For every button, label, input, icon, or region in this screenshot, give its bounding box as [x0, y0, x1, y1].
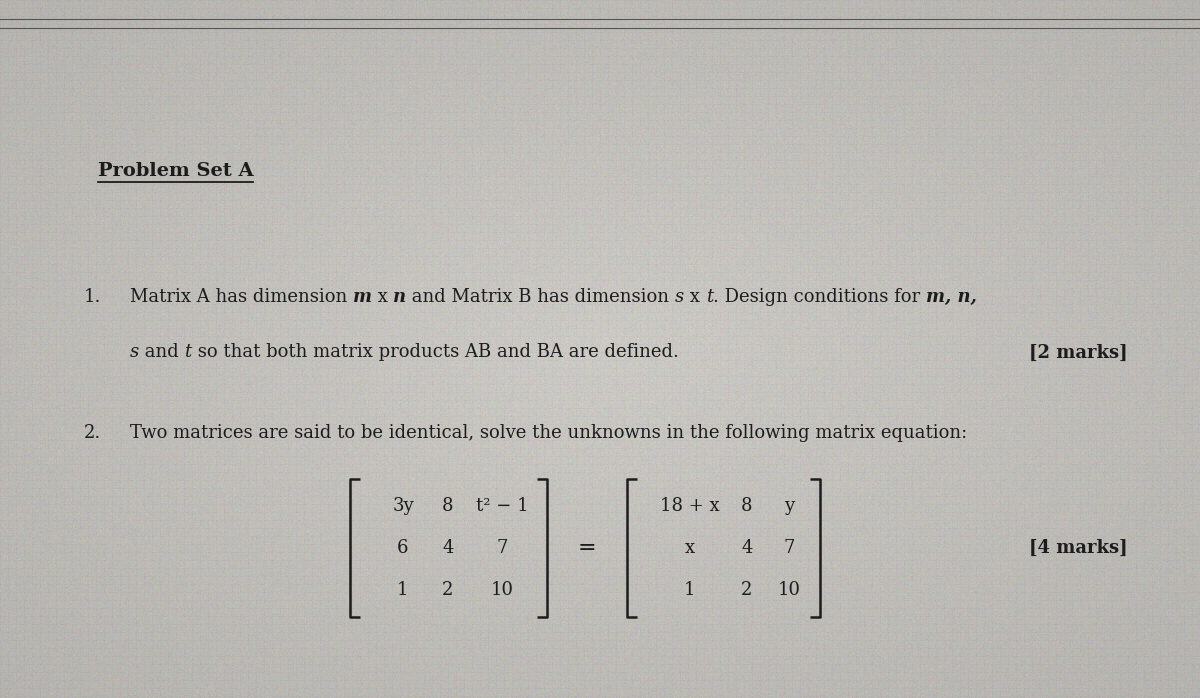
- Text: and Matrix B has dimension: and Matrix B has dimension: [407, 288, 676, 306]
- Text: x: x: [684, 288, 706, 306]
- Text: 1: 1: [684, 581, 696, 599]
- Text: Matrix A has dimension: Matrix A has dimension: [130, 288, 353, 306]
- Text: m, n,: m, n,: [926, 288, 977, 306]
- Text: t: t: [185, 343, 192, 362]
- Text: and: and: [139, 343, 185, 362]
- Text: s: s: [130, 343, 139, 362]
- Text: 2.: 2.: [84, 424, 101, 442]
- Text: 4: 4: [742, 539, 752, 557]
- Text: n: n: [394, 288, 407, 306]
- Text: x: x: [372, 288, 394, 306]
- Text: t: t: [706, 288, 713, 306]
- Text: 3y: 3y: [392, 497, 414, 515]
- Text: [2 marks]: [2 marks]: [1030, 343, 1128, 362]
- Text: [4 marks]: [4 marks]: [1030, 539, 1128, 557]
- Text: 10: 10: [778, 581, 800, 599]
- Text: 2: 2: [742, 581, 752, 599]
- Text: so that both matrix products AB and BA are defined.: so that both matrix products AB and BA a…: [192, 343, 678, 362]
- Text: x: x: [685, 539, 695, 557]
- Text: 7: 7: [784, 539, 794, 557]
- Text: m: m: [353, 288, 372, 306]
- Text: s: s: [676, 288, 684, 306]
- Text: 10: 10: [491, 581, 514, 599]
- Text: 8: 8: [742, 497, 752, 515]
- Text: 2: 2: [443, 581, 454, 599]
- Text: t² − 1: t² − 1: [475, 497, 528, 515]
- Text: 4: 4: [443, 539, 454, 557]
- Text: 7: 7: [497, 539, 508, 557]
- Text: 1.: 1.: [84, 288, 101, 306]
- Text: 1: 1: [397, 581, 409, 599]
- Text: . Design conditions for: . Design conditions for: [713, 288, 926, 306]
- Text: =: =: [577, 537, 596, 559]
- Text: 6: 6: [397, 539, 409, 557]
- Text: Problem Set A: Problem Set A: [98, 162, 254, 180]
- Text: y: y: [784, 497, 794, 515]
- Text: Two matrices are said to be identical, solve the unknowns in the following matri: Two matrices are said to be identical, s…: [130, 424, 967, 442]
- Text: 18 + x: 18 + x: [660, 497, 720, 515]
- Text: 8: 8: [443, 497, 454, 515]
